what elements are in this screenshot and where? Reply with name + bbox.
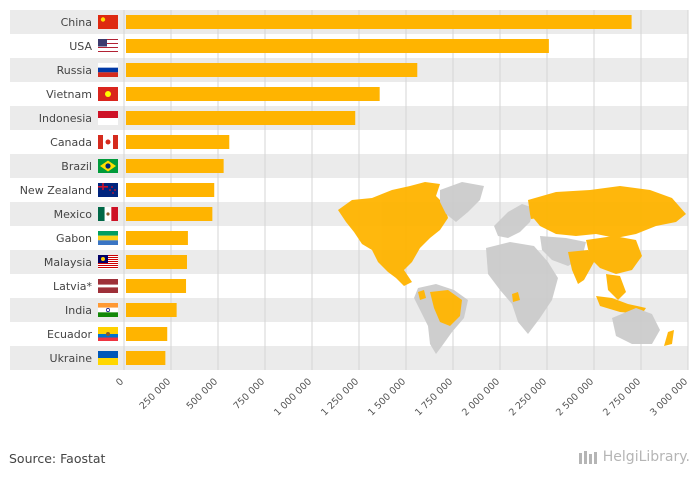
category-label: Gabon	[56, 232, 92, 245]
map-russia	[528, 186, 686, 238]
bar	[126, 39, 549, 53]
x-tick-label: 3 000 000	[648, 376, 690, 418]
map-europe	[494, 204, 534, 238]
map-greenland	[440, 182, 484, 222]
category-label: USA	[69, 40, 92, 53]
map-brazil	[430, 290, 462, 326]
x-tick-label: 2 250 000	[507, 376, 549, 418]
x-tick-label: 2 000 000	[460, 376, 502, 418]
flag-brazil-icon	[98, 159, 118, 173]
bar	[126, 111, 356, 125]
bar	[126, 231, 188, 245]
map-india	[568, 250, 594, 284]
x-tick-label: 1 500 000	[366, 376, 408, 418]
bars	[126, 15, 632, 365]
category-label: India	[65, 304, 92, 317]
map-australia	[612, 308, 660, 344]
map-southeast-asia	[606, 274, 626, 300]
x-tick-label: 750 000	[232, 376, 268, 412]
bar	[126, 63, 418, 77]
x-tick-label: 1 000 000	[272, 376, 314, 418]
flag-mexico-icon	[98, 207, 118, 221]
row-band	[10, 346, 688, 370]
map-new-zealand	[664, 330, 674, 346]
row-band	[10, 154, 688, 178]
bar	[126, 255, 187, 269]
brand-logo: HelgiLibrary.	[578, 449, 690, 465]
flag-russia-icon	[98, 63, 118, 77]
category-label: Malaysia	[44, 256, 92, 269]
flags	[98, 15, 118, 365]
category-label: New Zealand	[20, 184, 92, 197]
x-tick-label: 2 750 000	[601, 376, 643, 418]
brand-name: HelgiLibrary.	[602, 449, 690, 465]
flag-indonesia-icon	[98, 111, 118, 125]
flag-china-icon	[98, 15, 118, 29]
flag-canada-icon	[98, 135, 118, 149]
bar	[126, 135, 230, 149]
category-label: Ecuador	[47, 328, 92, 341]
x-tick-label: 1 250 000	[319, 376, 361, 418]
flag-ukraine-icon	[98, 351, 118, 365]
map-gabon	[512, 292, 520, 302]
bar	[126, 159, 224, 173]
x-tick-label: 0	[114, 376, 126, 388]
bar	[126, 15, 632, 29]
bar	[126, 87, 380, 101]
category-labels: China USA Russia Vietnam Indonesia Canada Braz…	[20, 16, 93, 365]
bar	[126, 327, 168, 341]
map-ecuador	[418, 290, 426, 300]
flag-gabon-icon	[98, 231, 118, 245]
flag-india-icon	[98, 303, 118, 317]
row-band	[10, 298, 688, 322]
category-label: Russia	[57, 64, 92, 77]
category-label: China	[61, 16, 92, 29]
bar	[126, 279, 187, 293]
library-icon	[578, 451, 597, 464]
bar	[126, 207, 213, 221]
flag-new-zealand-icon	[98, 183, 118, 197]
x-tick-label: 250 000	[138, 376, 174, 412]
x-tick-label: 500 000	[185, 376, 221, 412]
flag-usa-icon	[98, 39, 118, 53]
bar	[126, 183, 215, 197]
category-label: Canada	[50, 136, 92, 149]
category-label: Mexico	[54, 208, 93, 221]
map-africa	[486, 242, 558, 334]
category-label: Indonesia	[39, 112, 92, 125]
bar	[126, 303, 177, 317]
flag-vietnam-icon	[98, 87, 118, 101]
bar-chart: China USA Russia Vietnam Indonesia Canada Braz…	[10, 10, 690, 418]
flag-ecuador-icon	[98, 327, 118, 341]
map-north-america	[338, 182, 448, 286]
category-label: Ukraine	[50, 352, 93, 365]
x-tick-labels: 0 250 000 500 000 750 000 1 000 000 1 250 000…	[114, 376, 690, 418]
map-china	[586, 236, 642, 274]
category-label: Vietnam	[46, 88, 92, 101]
x-tick-label: 2 500 000	[554, 376, 596, 418]
world-map	[338, 182, 686, 354]
flag-latvia-icon	[98, 279, 118, 293]
category-label: Brazil	[61, 160, 92, 173]
flag-malaysia-icon	[98, 255, 118, 269]
category-label: Latvia*	[53, 280, 92, 293]
x-tick-label: 1 750 000	[413, 376, 455, 418]
source-note: Source: Faostat	[9, 451, 106, 466]
bar	[126, 351, 166, 365]
